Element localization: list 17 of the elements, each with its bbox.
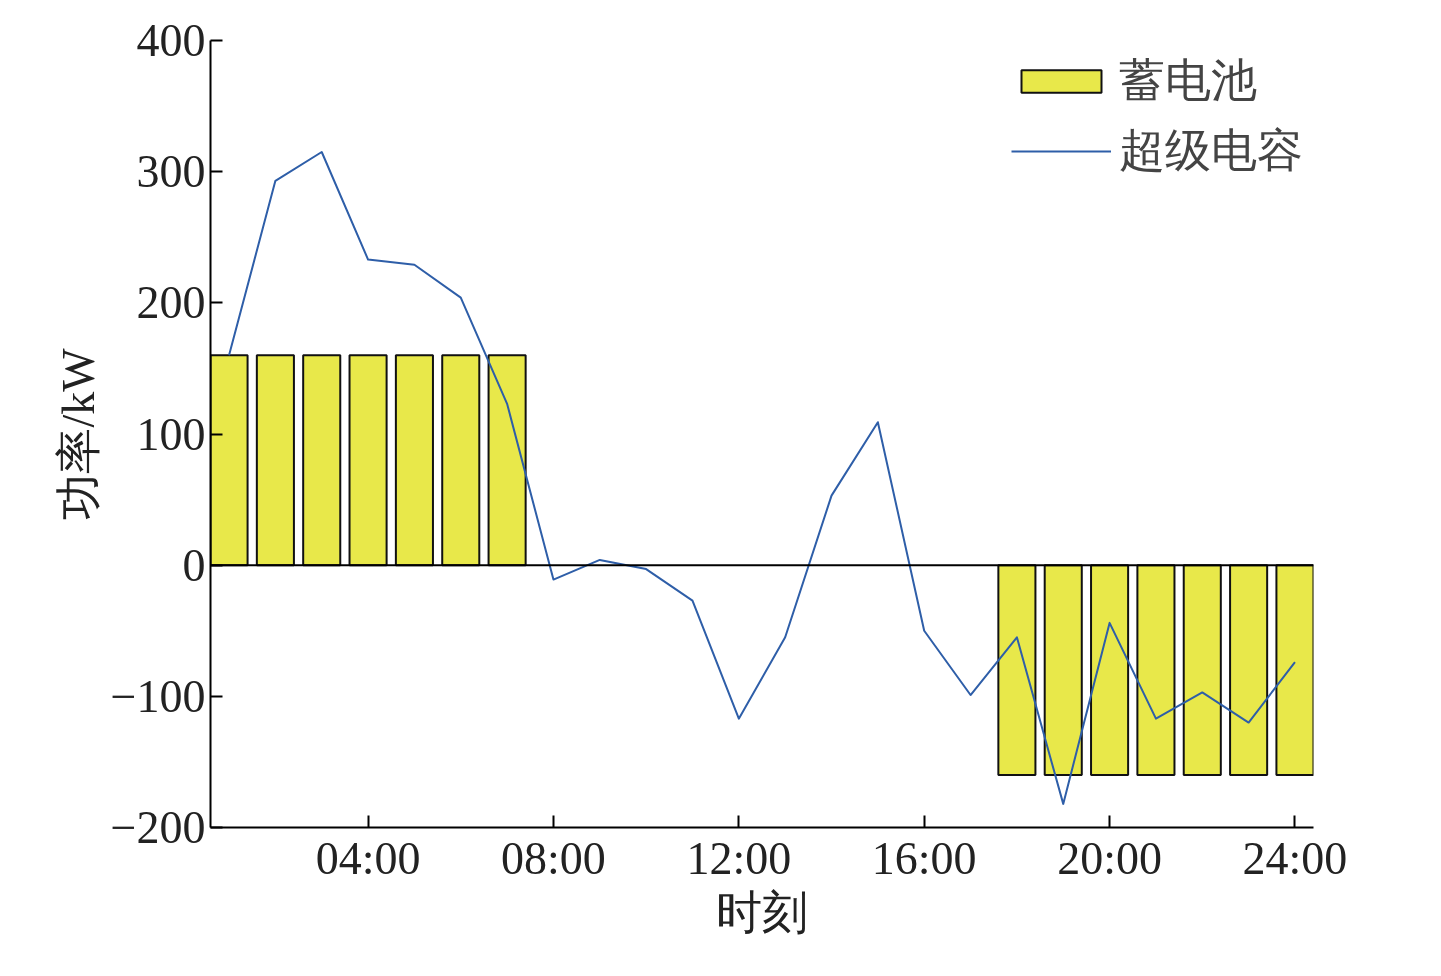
y-axis-title: 功率/kW bbox=[52, 347, 104, 520]
x-tick-label: 08:00 bbox=[501, 832, 606, 884]
x-tick-label: 16:00 bbox=[871, 832, 977, 884]
x-tick-label: 20:00 bbox=[1057, 832, 1162, 884]
y-tick-label: 100 bbox=[136, 408, 206, 460]
y-tick-label: 400 bbox=[136, 15, 206, 66]
y-tick-label: −100 bbox=[110, 670, 206, 722]
x-tick-label: 24:00 bbox=[1242, 832, 1348, 884]
legend-label: 蓄电池 bbox=[1119, 54, 1257, 108]
x-tick-label: 04:00 bbox=[315, 832, 421, 884]
y-tick-label: 0 bbox=[182, 539, 206, 591]
y-tick-label: 300 bbox=[136, 146, 206, 198]
y-tick-label: 200 bbox=[136, 277, 206, 329]
legend-label: 超级电容 bbox=[1119, 124, 1303, 178]
x-tick-label: 12:00 bbox=[686, 832, 792, 884]
y-tick-label: −200 bbox=[110, 802, 206, 853]
x-axis-title: 时刻 bbox=[716, 886, 808, 938]
